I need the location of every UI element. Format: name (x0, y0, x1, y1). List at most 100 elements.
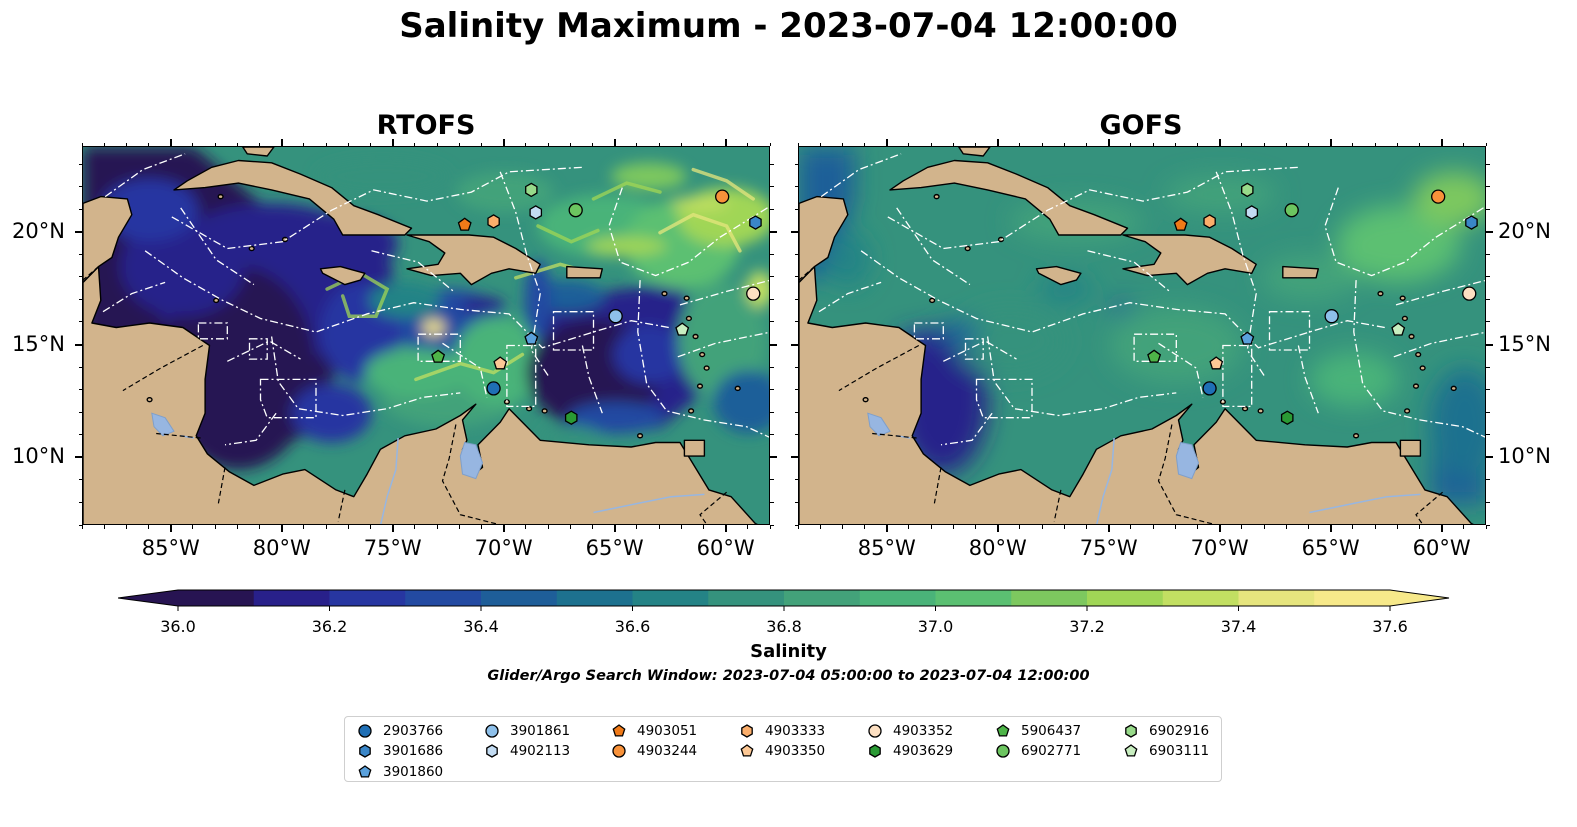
y-tick-mark (794, 501, 798, 503)
x-tick-mark (1196, 142, 1198, 146)
x-tick-mark (797, 142, 799, 146)
x-tick-mark (1086, 525, 1088, 529)
x-tick-mark (1063, 525, 1065, 529)
x-tick-mark (236, 142, 238, 146)
colorbar-tick-label: 36.0 (160, 617, 196, 636)
legend-item-4903333: 4903333 (739, 723, 825, 739)
legend-label: 4902113 (510, 743, 571, 759)
x-tick-mark (370, 525, 372, 529)
float-marker-4903051 (457, 217, 472, 231)
lon-tick-label: 80°W (968, 536, 1027, 560)
x-tick-mark (414, 525, 416, 529)
y-tick-mark (78, 434, 82, 436)
float-marker-6902916 (1241, 182, 1254, 198)
y-tick-mark (770, 524, 774, 526)
x-tick-mark (1485, 525, 1487, 529)
y-tick-mark (794, 321, 798, 323)
colorbar-tick-label: 36.4 (463, 617, 499, 636)
y-tick-mark (794, 298, 798, 300)
x-tick-mark (480, 525, 482, 529)
float-marker-4902113 (1245, 205, 1259, 220)
x-tick-mark (636, 525, 638, 529)
y-tick-mark (1486, 253, 1490, 255)
y-tick-mark (1486, 208, 1490, 210)
x-tick-mark (1440, 525, 1443, 532)
float-marker-4903352 (746, 286, 761, 301)
legend-marker-4903352 (868, 724, 882, 738)
pentagon-marker-icon (358, 765, 372, 778)
y-tick-mark (78, 208, 82, 210)
x-tick-mark (1107, 139, 1110, 146)
float-marker-6902771 (568, 203, 583, 218)
float-marker-4903629 (1280, 410, 1294, 425)
lon-tick-label: 80°W (252, 536, 311, 560)
x-tick-mark (569, 525, 571, 529)
x-tick-mark (1130, 525, 1132, 529)
x-tick-mark (613, 525, 616, 532)
y-tick-mark (794, 524, 798, 526)
legend-label: 5906437 (1021, 723, 1082, 739)
x-tick-mark (125, 525, 127, 529)
y-tick-mark (78, 366, 82, 368)
y-tick-mark (770, 298, 774, 300)
colorbar-label: Salinity (750, 641, 827, 662)
legend-label: 4903629 (893, 743, 954, 759)
legend-label: 4903051 (637, 723, 698, 739)
legend-item-3901861: 3901861 (484, 723, 570, 739)
y-tick-mark (770, 434, 774, 436)
y-tick-mark (1486, 298, 1490, 300)
y-tick-mark (78, 163, 82, 165)
x-tick-mark (702, 525, 704, 529)
hexagon-marker-icon (869, 744, 881, 758)
float-marker-4903333 (487, 214, 500, 229)
y-tick-mark (1486, 230, 1493, 233)
y-tick-mark (1486, 276, 1490, 278)
circle-marker-icon (868, 724, 882, 738)
circle-marker-icon (358, 724, 372, 738)
x-tick-mark (169, 139, 172, 146)
y-tick-mark (78, 524, 82, 526)
lon-tick-label: 65°W (1301, 536, 1360, 560)
y-tick-mark (794, 434, 798, 436)
y-tick-mark (770, 230, 777, 233)
y-tick-mark (78, 298, 82, 300)
x-tick-mark (192, 142, 194, 146)
x-tick-mark (1329, 525, 1332, 532)
y-tick-mark (1486, 434, 1490, 436)
colorbar-segment (405, 590, 482, 606)
x-tick-mark (1352, 142, 1354, 146)
y-tick-mark (770, 208, 774, 210)
float-markers (431, 182, 762, 425)
x-tick-mark (125, 142, 127, 146)
float-marker-2903766 (1202, 381, 1217, 396)
circle-marker-icon (612, 744, 626, 758)
x-tick-mark (819, 525, 821, 529)
x-tick-mark (1041, 525, 1043, 529)
x-tick-mark (169, 525, 172, 532)
hexagon-marker-icon (1125, 724, 1137, 738)
circle-marker-icon (485, 724, 499, 738)
legend-label: 3901860 (383, 764, 444, 780)
x-tick-mark (1329, 139, 1332, 146)
x-tick-mark (436, 525, 438, 529)
y-tick-mark (794, 411, 798, 413)
colorbar-segment (178, 590, 255, 606)
y-tick-mark (770, 186, 774, 188)
lon-tick-label: 70°W (474, 536, 533, 560)
x-tick-mark (1418, 142, 1420, 146)
legend-label: 6903111 (1149, 743, 1210, 759)
x-tick-mark (747, 142, 749, 146)
colorbar-tick-label: 37.6 (1372, 617, 1408, 636)
legend-label: 2903766 (383, 723, 444, 739)
legend-marker-3901861 (485, 724, 499, 738)
hexagon-marker-icon (359, 744, 371, 758)
x-tick-mark (1463, 525, 1465, 529)
legend-marker-4903051 (612, 724, 626, 737)
float-marker-4903051 (1173, 217, 1188, 231)
lat-tick-label: 15°N (1498, 331, 1551, 356)
legend-label: 4903350 (765, 743, 826, 759)
legend-marker-2903766 (358, 724, 372, 738)
y-tick-mark (794, 276, 798, 278)
legend-marker-3901686 (359, 744, 371, 758)
x-tick-mark (819, 142, 821, 146)
